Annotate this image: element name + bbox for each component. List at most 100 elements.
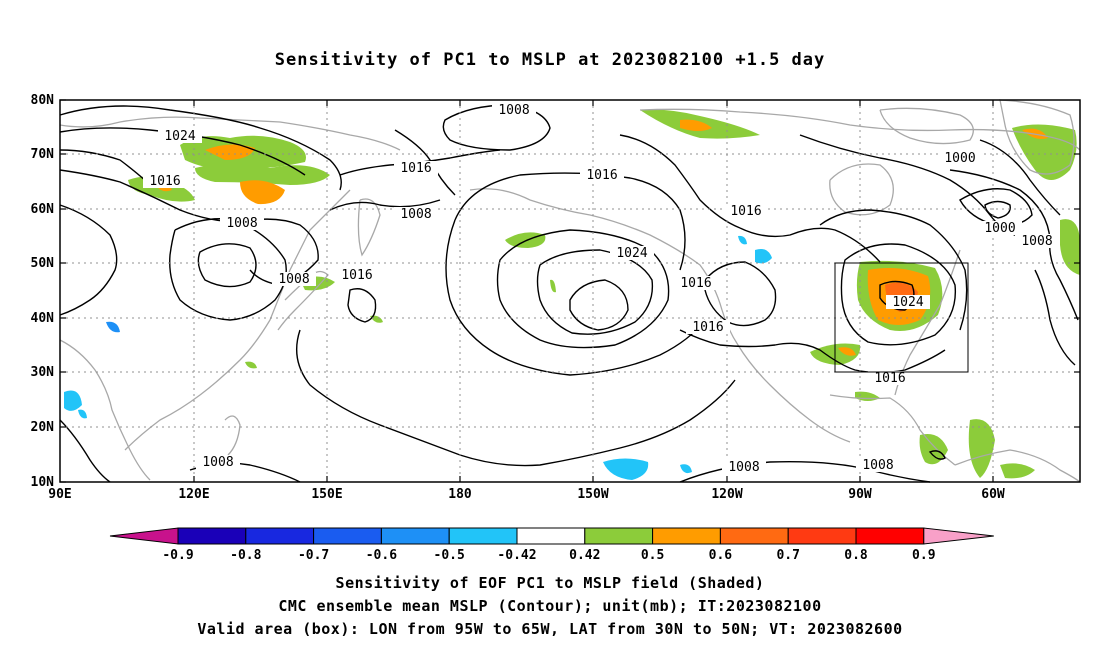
contour-line (445, 219, 706, 376)
colorbar-tick-label: -0.8 (230, 548, 261, 563)
shading-patch (838, 347, 856, 356)
contour-label: 1016 (400, 161, 431, 176)
contour-label: 1016 (730, 204, 761, 219)
contour-label-group: 1016 (0, 0, 31, 4)
colorbar-segment (380, 527, 450, 545)
contour-labels: 1008 1024 1016 1016 1008 1016 1008 1024 … (0, 0, 1059, 475)
contour-label: 1024 (892, 295, 923, 310)
colorbar-segment (245, 527, 315, 545)
colorbar-segment (313, 527, 382, 545)
colorbar-segment (516, 527, 586, 545)
colorbar-segment (855, 527, 925, 545)
lat-label: 50N (31, 256, 55, 271)
coastline-north-america-west (721, 309, 851, 443)
colorbar-segment (787, 527, 857, 545)
contour-label-group: 1016 (394, 161, 438, 176)
coastline-kamchatka (357, 198, 381, 257)
chart-title: Sensitivity of PC1 to MSLP at 2023082100… (274, 50, 826, 70)
lat-label: 40N (31, 311, 55, 326)
contour-line (619, 134, 741, 229)
coastline-alaska (469, 188, 723, 311)
contour-line (679, 460, 931, 483)
contour-label: 1008 (400, 207, 431, 222)
contour-line (1034, 269, 1076, 366)
contour-line (840, 243, 957, 346)
shading-patch (680, 119, 712, 131)
contour-line (984, 200, 1011, 219)
contour-label-group: 1008 (1015, 234, 1059, 249)
contour-line (536, 249, 654, 335)
shading-patch (505, 232, 546, 248)
colorbar-lower-tip (109, 527, 179, 545)
contour-label: 1008 (278, 272, 309, 287)
colorbar-segment (448, 527, 518, 545)
latitude-labels: 80N 70N 60N 50N 40N 30N 20N 10N (31, 93, 55, 490)
colorbar-tick-label: -0.6 (366, 548, 397, 563)
contour-label: 1008 (728, 460, 759, 475)
colorbar-tick-label: 0.6 (709, 548, 733, 563)
shading-patch (245, 361, 257, 369)
coastline-se-asia (59, 339, 151, 481)
coastline-hudson (829, 163, 894, 216)
contour-label-group: 1016 (143, 174, 187, 189)
contour-label: 1016 (341, 268, 372, 283)
map-frame (59, 99, 1081, 483)
lat-label: 70N (31, 147, 55, 162)
contour-line (296, 329, 736, 467)
colorbar-upper-tip (923, 527, 994, 545)
contour-label: 1008 (1021, 234, 1052, 249)
sensitivity-shading (64, 109, 1080, 480)
shading-patch (755, 249, 772, 264)
shading-patch (64, 390, 82, 411)
shading-patch (205, 144, 255, 160)
shading-patch (106, 321, 120, 333)
longitude-labels: 90E 120E 150E 180 150W 120W 90W 60W (48, 487, 1005, 502)
lon-label: 150W (577, 487, 608, 502)
shading-patch (240, 180, 285, 205)
grid-lines (60, 100, 1080, 482)
contour-label-group: 1008 (722, 460, 766, 475)
shading-patch (680, 464, 692, 474)
contour-label-group: 1000 (978, 221, 1022, 236)
contour-label-group: 1016 (674, 276, 718, 291)
contour-label-group: 1008 (196, 455, 240, 470)
contour-label-group: 1024 (886, 295, 930, 310)
contour-line (59, 419, 111, 483)
contour-label-group: 1008 (272, 272, 316, 287)
lat-label: 20N (31, 420, 55, 435)
contour-label: 1024 (616, 246, 647, 261)
lon-label: 150E (311, 487, 342, 502)
colorbar: -0.9 -0.8 -0.7 -0.6 -0.5 -0.42 0.42 0.5 0.6 0.7 0.… (109, 527, 994, 563)
contour-line (569, 279, 629, 331)
contour-line (59, 204, 118, 316)
contour-line (394, 129, 456, 196)
contour-label: 1000 (984, 221, 1015, 236)
lat-label: 80N (31, 93, 55, 108)
colorbar-tick-label: -0.7 (298, 548, 329, 563)
contour-line (169, 218, 287, 321)
colorbar-segment (177, 527, 247, 545)
lon-label: 120E (178, 487, 209, 502)
contour-line (704, 261, 777, 327)
lon-label: 180 (448, 487, 472, 502)
contour-line (496, 229, 670, 349)
contour-label-group: 1016 (580, 168, 624, 183)
shading-patch (738, 235, 747, 245)
colorbar-tick-label: 0.42 (569, 548, 600, 563)
contour-label-group: 1000 (938, 151, 982, 166)
shading-patch (968, 419, 995, 478)
colorbar-tick-label: -0.9 (162, 548, 193, 563)
contour-label-group: 1008 (0, 0, 31, 4)
shading-patch (855, 391, 880, 401)
contour-line (679, 329, 946, 374)
lat-label: 10N (31, 475, 55, 490)
contour-label-group: 1008 (394, 207, 438, 222)
contour-label: 1016 (586, 168, 617, 183)
contour-label-group: 1008 (856, 458, 900, 473)
contour-label-group: 1024 (610, 246, 654, 261)
colorbar-segment (584, 527, 654, 545)
coastline-canada (639, 108, 1081, 151)
shading-patch (1000, 463, 1035, 479)
colorbar-tick-label: 0.8 (844, 548, 868, 563)
colorbar-tick-label: 0.9 (912, 548, 935, 563)
